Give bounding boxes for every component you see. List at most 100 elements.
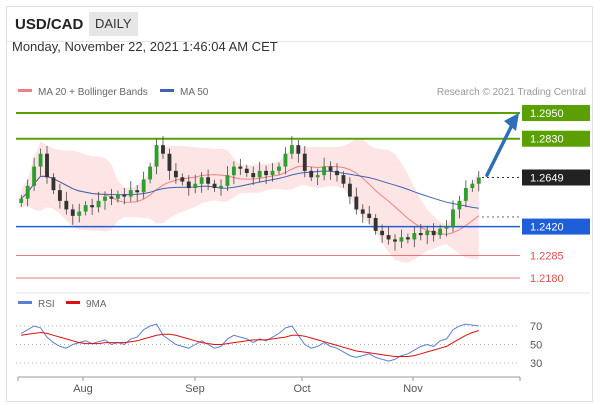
candle-body xyxy=(96,200,101,208)
candle-body xyxy=(341,175,346,184)
candle-body xyxy=(399,237,404,242)
candle-body xyxy=(354,196,359,210)
candle-body xyxy=(90,205,95,208)
candle-body xyxy=(115,194,120,199)
ma50-line xyxy=(20,170,479,209)
ma50-legend-label: MA 50 xyxy=(180,87,209,98)
level-label-1.2285: 1.2285 xyxy=(530,251,564,263)
candle-body xyxy=(161,145,165,154)
candle-body xyxy=(315,175,320,178)
candle-body xyxy=(470,183,475,188)
candle-body xyxy=(328,166,333,171)
x-tick-label: Nov xyxy=(403,383,423,395)
candle-body xyxy=(386,235,391,240)
candle-body xyxy=(322,166,327,176)
candle-body xyxy=(135,190,140,193)
level-label-1.2950: 1.2950 xyxy=(530,108,564,120)
candle-body xyxy=(109,196,114,199)
candle-body xyxy=(289,145,294,154)
rsi-tick-label: 30 xyxy=(530,358,542,370)
candle-body xyxy=(238,166,243,169)
candle-body xyxy=(70,209,75,216)
candle-body xyxy=(180,177,185,182)
candle-body xyxy=(32,166,37,186)
level-box-1.2420 xyxy=(522,218,590,235)
candle-body xyxy=(251,173,256,178)
candle-body xyxy=(476,177,481,184)
level-box-1.2950 xyxy=(522,105,590,121)
copyright-note: Research © 2021 Trading Central xyxy=(437,87,586,98)
candle-body xyxy=(122,194,127,197)
timestamp: Monday, November 22, 2021 1:46:04 AM CET xyxy=(12,39,278,54)
candle-body xyxy=(380,230,385,236)
candle-body xyxy=(231,166,236,176)
candle-body xyxy=(103,196,107,201)
candle-body xyxy=(405,237,410,240)
ma20-legend-swatch xyxy=(18,89,32,92)
candle-body xyxy=(373,218,378,231)
candle-body xyxy=(457,200,462,210)
candle-body xyxy=(296,145,301,154)
rsi-legend-swatch xyxy=(18,301,32,304)
ma9-legend-swatch xyxy=(66,301,80,304)
candle-body xyxy=(270,170,275,176)
candle-body xyxy=(25,185,30,199)
rsi-legend-label: RSI xyxy=(38,299,55,310)
candle-body xyxy=(244,168,249,173)
period-badge[interactable]: DAILY xyxy=(89,12,138,36)
candle-body xyxy=(51,177,56,191)
level-label-1.2830: 1.2830 xyxy=(530,134,564,146)
candle-body xyxy=(431,230,436,236)
candle-body xyxy=(186,181,191,188)
candle-body xyxy=(425,230,430,236)
candle-body xyxy=(360,209,365,214)
candle-body xyxy=(264,170,269,176)
candle-body xyxy=(141,179,146,193)
candle-body xyxy=(412,233,417,240)
symbol-title: USD/CAD xyxy=(15,16,84,33)
candle-body xyxy=(451,209,455,227)
candle-body xyxy=(148,166,153,180)
level-box-1.2649 xyxy=(522,169,590,186)
candle-body xyxy=(283,153,288,167)
candle-body xyxy=(128,190,133,197)
candle-body xyxy=(154,145,159,167)
target-arrow-head xyxy=(504,113,519,131)
candle-body xyxy=(418,233,423,236)
candle-body xyxy=(77,211,82,216)
candle-body xyxy=(64,200,69,210)
candle-body xyxy=(38,153,43,167)
rsi-tick-label: 50 xyxy=(530,340,542,352)
candle-body xyxy=(257,170,262,178)
ma9-legend-label: 9MA xyxy=(86,299,107,310)
ma50-legend-swatch xyxy=(160,89,174,92)
level-label-1.2180: 1.2180 xyxy=(530,273,564,285)
candle-body xyxy=(367,213,372,218)
title-bar: USD/CAD DAILY xyxy=(7,7,592,42)
candle-body xyxy=(335,170,339,176)
rsi-tick-label: 70 xyxy=(530,321,542,333)
rsi-ma-line xyxy=(21,330,479,357)
candle-body xyxy=(193,183,198,188)
rsi-line xyxy=(20,323,479,362)
candle-body xyxy=(212,183,217,188)
x-tick-label: Sep xyxy=(185,383,205,395)
candle-body xyxy=(206,177,211,184)
candle-body xyxy=(463,188,468,201)
candle-body xyxy=(309,170,314,178)
x-tick-label: Aug xyxy=(73,383,93,395)
ma20-legend-label: MA 20 + Bollinger Bands xyxy=(38,87,148,98)
chart-frame: USD/CAD DAILY xyxy=(6,6,593,402)
candle-body xyxy=(302,153,307,171)
candle-body xyxy=(199,177,204,184)
candle-body xyxy=(83,205,88,212)
candle-body xyxy=(167,153,172,171)
level-box-1.2830 xyxy=(522,130,590,147)
candle-body xyxy=(19,198,24,203)
candle-body xyxy=(347,183,352,197)
candle-body xyxy=(219,185,223,188)
candle-body xyxy=(438,228,443,236)
target-arrow-shaft xyxy=(485,125,513,177)
candle-body xyxy=(173,170,178,178)
